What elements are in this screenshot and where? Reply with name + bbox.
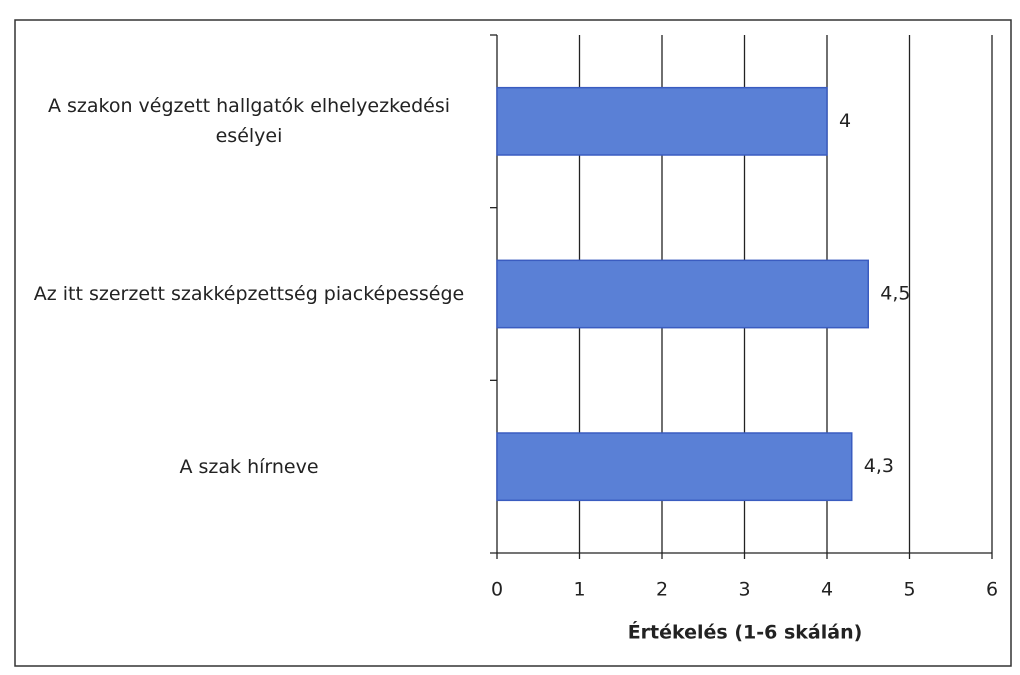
x-axis-title: Értékelés (1-6 skálán) bbox=[628, 621, 863, 644]
value-label: 4,3 bbox=[864, 455, 894, 477]
x-tick-label: 6 bbox=[986, 579, 998, 601]
bar bbox=[496, 432, 853, 502]
y-tick-label: A szak hírneve bbox=[179, 455, 319, 478]
chart-frame bbox=[14, 19, 1012, 667]
value-label: 4 bbox=[839, 110, 851, 132]
bar bbox=[496, 259, 869, 329]
x-tick-label: 3 bbox=[738, 579, 750, 601]
x-tick-label: 4 bbox=[821, 579, 833, 601]
x-tick-label: 0 bbox=[491, 579, 503, 601]
bar bbox=[496, 86, 828, 156]
value-label: 4,5 bbox=[880, 283, 910, 305]
x-tick-label: 5 bbox=[903, 579, 915, 601]
x-tick-label: 2 bbox=[656, 579, 668, 601]
y-tick-label: A szakon végzett hallgatók elhelyezkedés… bbox=[47, 95, 451, 148]
x-tick-label: 1 bbox=[573, 579, 585, 601]
y-tick-label: Az itt szerzett szakképzettség piacképes… bbox=[33, 283, 465, 305]
